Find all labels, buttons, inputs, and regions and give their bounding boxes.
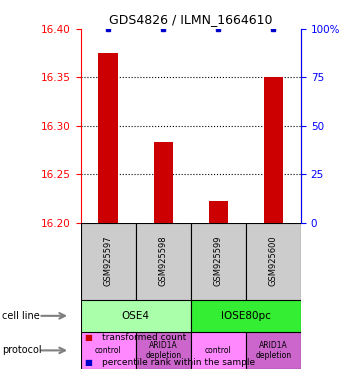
Bar <box>136 223 191 300</box>
Bar <box>191 300 301 332</box>
Bar <box>80 300 191 332</box>
Title: GDS4826 / ILMN_1664610: GDS4826 / ILMN_1664610 <box>109 13 273 26</box>
Text: GSM925597: GSM925597 <box>104 236 113 286</box>
Text: ■: ■ <box>84 333 92 343</box>
Text: GSM925599: GSM925599 <box>214 236 223 286</box>
Bar <box>246 223 301 300</box>
Bar <box>246 332 301 369</box>
Text: control: control <box>205 346 232 355</box>
Bar <box>136 332 191 369</box>
Bar <box>98 53 118 223</box>
Text: cell line: cell line <box>2 311 40 321</box>
Bar <box>264 77 283 223</box>
Bar <box>191 223 246 300</box>
Text: transformed count: transformed count <box>102 333 186 343</box>
Text: ARID1A
depletion: ARID1A depletion <box>145 341 181 360</box>
Bar <box>80 223 136 300</box>
Text: percentile rank within the sample: percentile rank within the sample <box>102 358 255 367</box>
Text: protocol: protocol <box>2 345 41 356</box>
Text: IOSE80pc: IOSE80pc <box>221 311 271 321</box>
Text: ■: ■ <box>84 358 92 367</box>
Bar <box>154 142 173 223</box>
Bar <box>209 201 228 223</box>
Text: GSM925598: GSM925598 <box>159 236 168 286</box>
Text: ARID1A
depletion: ARID1A depletion <box>256 341 292 360</box>
Bar <box>80 332 136 369</box>
Text: control: control <box>95 346 121 355</box>
Bar <box>191 332 246 369</box>
Text: GSM925600: GSM925600 <box>269 236 278 286</box>
Text: OSE4: OSE4 <box>122 311 150 321</box>
